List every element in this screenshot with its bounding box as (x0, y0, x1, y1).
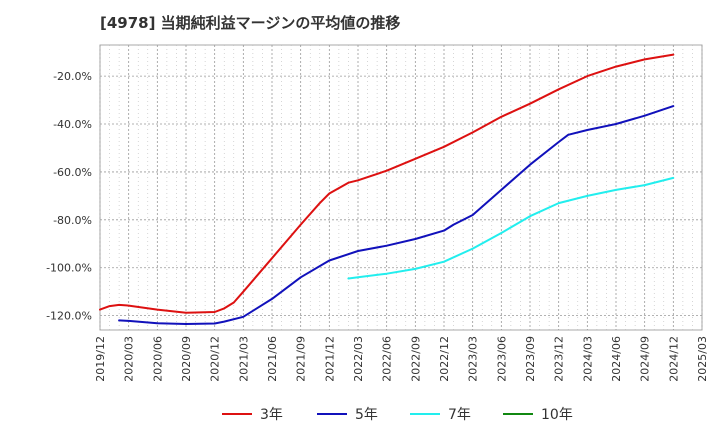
y-tick-label: -80.0% (53, 214, 92, 227)
x-tick-label: 2024/09 (639, 336, 652, 382)
y-tick-label: -60.0% (53, 166, 92, 179)
x-tick-label: 2025/03 (696, 336, 709, 382)
x-tick-label: 2024/03 (581, 336, 594, 382)
x-tick-label: 2020/09 (180, 336, 193, 382)
series-line-7年 (347, 176, 675, 280)
legend-label: 5年 (355, 407, 378, 423)
grid-lines (99, 45, 703, 330)
x-tick-label: 2022/03 (352, 336, 365, 382)
series-line-5年 (118, 105, 675, 325)
legend-label: 10年 (541, 407, 573, 423)
x-tick-label: 2024/06 (610, 336, 623, 382)
y-tick-label: -40.0% (53, 118, 92, 131)
chart-title: [4978] 当期純利益マージンの平均値の推移 (100, 14, 401, 32)
x-tick-label: 2019/12 (94, 336, 107, 382)
x-tick-label: 2023/09 (524, 336, 537, 382)
plot-background (99, 44, 703, 331)
y-tick-label: -100.0% (46, 262, 92, 275)
y-axis-ticks: -20.0% -40.0% -60.0% -80.0% -100.0% -120.0% (46, 70, 92, 322)
series-line-3年 (99, 53, 675, 314)
x-tick-label: 2022/12 (438, 336, 451, 382)
x-tick-label: 2022/06 (381, 336, 394, 382)
x-tick-label: 2024/12 (667, 336, 680, 382)
x-tick-label: 2020/03 (123, 336, 136, 382)
x-tick-label: 2023/12 (553, 336, 566, 382)
x-tick-label: 2021/03 (237, 336, 250, 382)
x-tick-label: 2022/09 (409, 336, 422, 382)
x-tick-label: 2023/06 (495, 336, 508, 382)
x-axis-ticks: 2019/12 2020/03 2020/06 2020/09 2020/12 2021/… (94, 336, 709, 382)
x-tick-label: 2021/06 (266, 336, 279, 382)
y-tick-label: -20.0% (53, 70, 92, 83)
series-lines (99, 53, 675, 325)
legend: 3年 5年 7年 10年 (222, 407, 573, 423)
legend-label: 7年 (448, 407, 471, 423)
x-tick-label: 2020/12 (209, 336, 222, 382)
x-tick-label: 2021/12 (323, 336, 336, 382)
legend-label: 3年 (260, 407, 283, 423)
x-tick-label: 2020/06 (151, 336, 164, 382)
y-tick-label: -120.0% (46, 310, 92, 323)
x-tick-label: 2021/09 (295, 336, 308, 382)
x-tick-label: 2023/03 (467, 336, 480, 382)
